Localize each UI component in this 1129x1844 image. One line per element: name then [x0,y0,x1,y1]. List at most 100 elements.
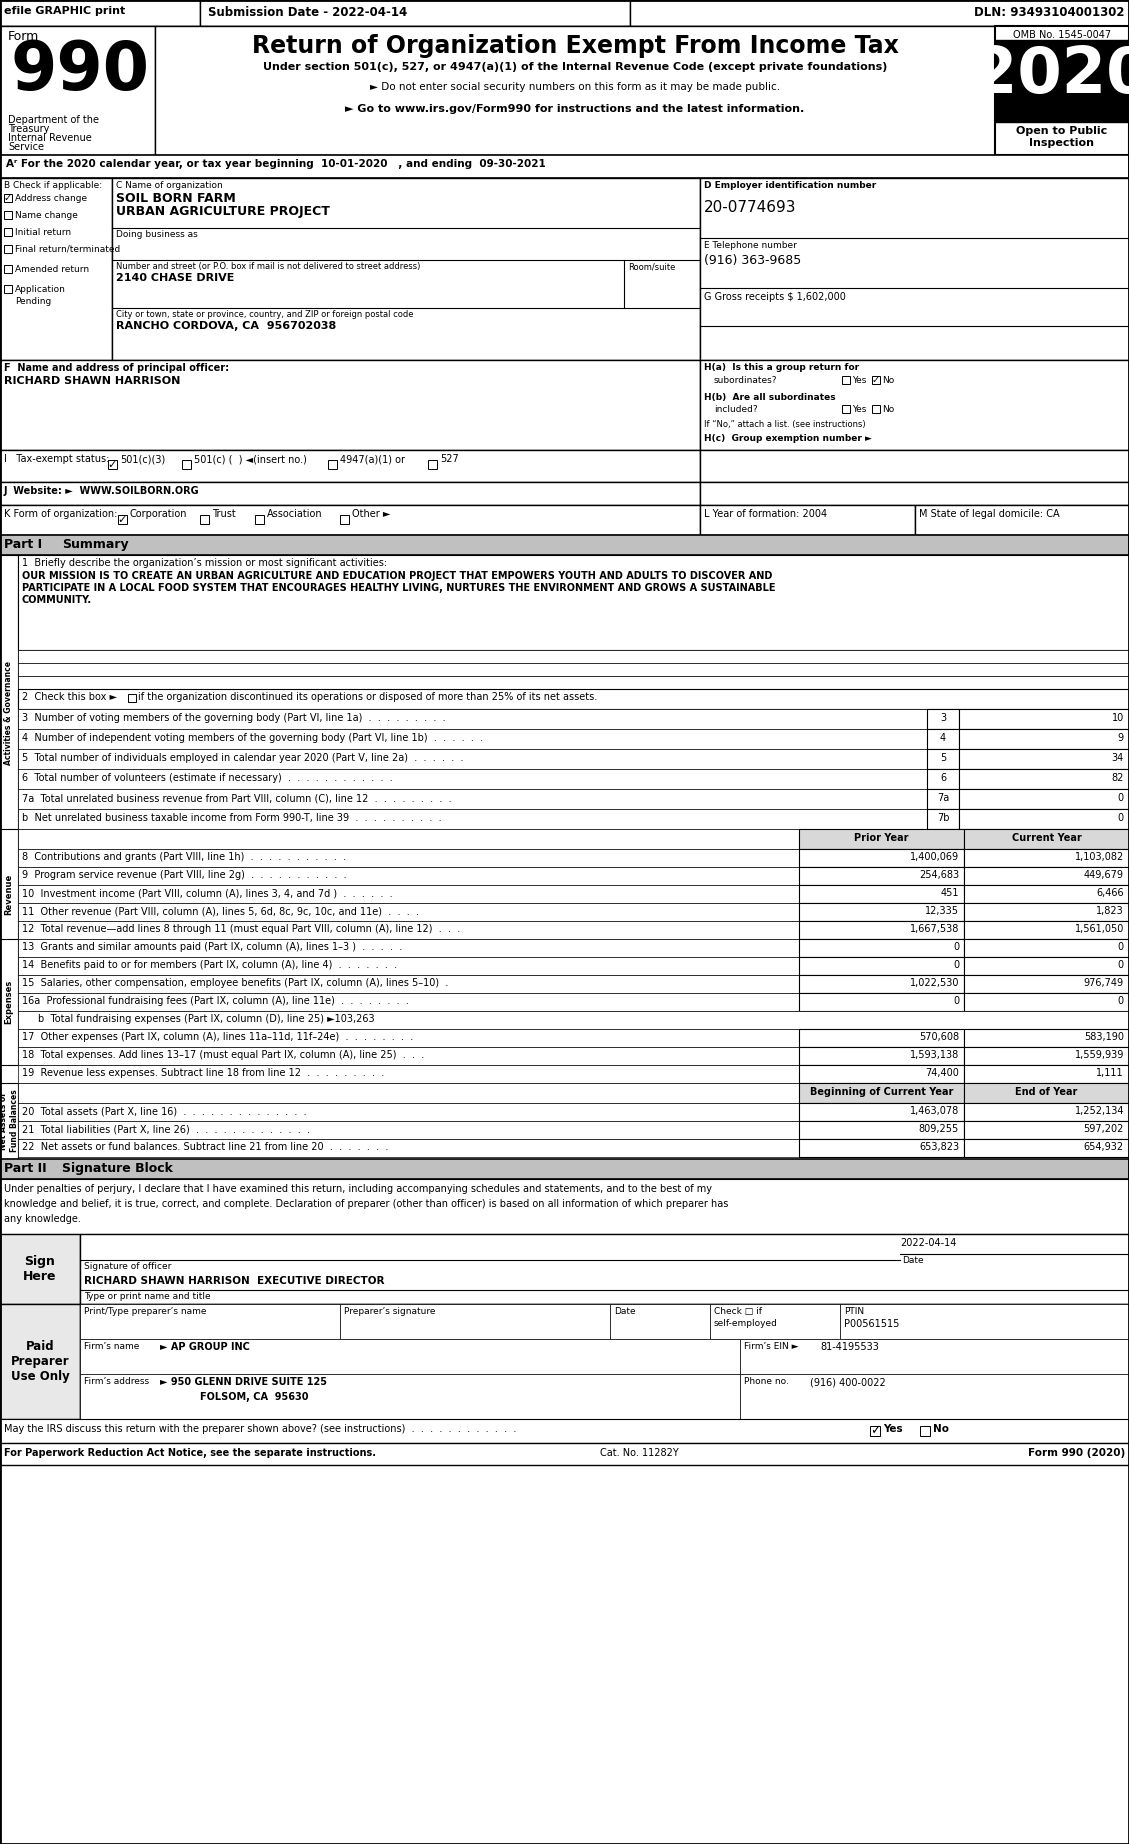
Bar [0,830,18,959]
Bar [18,1103,799,1121]
Text: Initial return: Initial return [15,229,71,238]
Text: 653,823: 653,823 [919,1141,959,1152]
Text: 501(c)(3): 501(c)(3) [120,454,165,465]
Bar [964,1121,1129,1140]
Text: PARTICIPATE IN A LOCAL FOOD SYSTEM THAT ENCOURAGES HEALTHY LIVING, NURTURES THE : PARTICIPATE IN A LOCAL FOOD SYSTEM THAT … [21,583,776,594]
Bar [18,728,927,749]
Text: Corporation: Corporation [130,509,187,518]
Bar [799,920,964,939]
Text: (916) 363-9685: (916) 363-9685 [704,254,802,267]
Bar [255,514,264,524]
Text: Summary: Summary [62,538,129,551]
Bar [700,481,1129,505]
Text: 0: 0 [953,961,959,970]
Bar [964,1103,1129,1121]
Text: included?: included? [714,406,758,415]
Bar [914,505,1129,535]
Text: 254,683: 254,683 [919,870,959,880]
Text: 2140 CHASE DRIVE: 2140 CHASE DRIVE [116,273,235,282]
Text: Check □ if: Check □ if [714,1307,762,1317]
Bar [18,1047,799,1066]
Text: H(a)  Is this a group return for: H(a) Is this a group return for [704,363,859,372]
Text: 527: 527 [440,454,458,465]
Bar [959,708,1129,728]
Text: Preparer’s signature: Preparer’s signature [344,1307,436,1317]
Text: 34: 34 [1112,752,1124,763]
Text: 0: 0 [1118,813,1124,822]
Bar [0,1304,80,1420]
Bar [799,1047,964,1066]
Text: No: No [882,406,894,415]
Text: B Check if applicable:: B Check if applicable: [5,181,102,190]
Bar [964,885,1129,904]
Text: Prior Year: Prior Year [855,833,909,843]
Bar [5,266,12,273]
Text: efile GRAPHIC print: efile GRAPHIC print [5,6,125,17]
Text: I   Tax-exempt status:: I Tax-exempt status: [5,454,110,465]
Bar [964,920,1129,939]
Text: 14  Benefits paid to or for members (Part IX, column (A), line 4)  .  .  .  .  .: 14 Benefits paid to or for members (Part… [21,961,397,970]
Text: 12  Total revenue—add lines 8 through 11 (must equal Part VIII, column (A), line: 12 Total revenue—add lines 8 through 11 … [21,924,461,935]
Text: Print/Type preparer’s name: Print/Type preparer’s name [84,1307,207,1317]
Bar [18,848,799,867]
Text: Phone no.: Phone no. [744,1377,789,1387]
Bar [927,810,959,830]
Bar [428,459,437,468]
Text: 1,252,134: 1,252,134 [1075,1106,1124,1116]
Bar [0,26,1129,155]
Text: RICHARD SHAWN HARRISON  EXECUTIVE DIRECTOR: RICHARD SHAWN HARRISON EXECUTIVE DIRECTO… [84,1276,385,1285]
Text: Under penalties of perjury, I declare that I have examined this return, includin: Under penalties of perjury, I declare th… [5,1184,712,1195]
Bar [872,376,879,384]
Text: Signature Block: Signature Block [62,1162,173,1175]
Text: 10: 10 [1112,714,1124,723]
Bar [112,179,700,360]
Bar [799,885,964,904]
Bar [18,867,799,885]
Bar [80,1304,1129,1420]
Bar [964,1047,1129,1066]
Text: F  Name and address of principal officer:: F Name and address of principal officer: [5,363,229,372]
Bar [927,789,959,810]
Text: ► AP GROUP INC: ► AP GROUP INC [160,1342,250,1352]
Text: OUR MISSION IS TO CREATE AN URBAN AGRICULTURE AND EDUCATION PROJECT THAT EMPOWER: OUR MISSION IS TO CREATE AN URBAN AGRICU… [21,572,772,581]
Text: Address change: Address change [15,194,87,203]
Bar [18,994,799,1011]
Text: DLN: 93493104001302: DLN: 93493104001302 [974,6,1124,18]
Bar [18,810,927,830]
Text: Room/suite: Room/suite [628,262,675,271]
Bar [799,1066,964,1082]
Text: ✓: ✓ [117,514,128,524]
Text: Internal Revenue: Internal Revenue [8,133,91,144]
Bar [739,1374,1129,1420]
Text: 21  Total liabilities (Part X, line 26)  .  .  .  .  .  .  .  .  .  .  .  .  .: 21 Total liabilities (Part X, line 26) .… [21,1125,310,1134]
Bar [0,360,700,450]
Text: Aʳ For the 2020 calendar year, or tax year beginning  10-01-2020   , and ending : Aʳ For the 2020 calendar year, or tax ye… [6,159,545,170]
Bar [630,0,1129,26]
Text: Open to Public: Open to Public [1016,125,1108,136]
Text: Trust: Trust [212,509,236,518]
Text: No: No [882,376,894,385]
Bar [18,1029,799,1047]
Bar [18,920,799,939]
Text: 8  Contributions and grants (Part VIII, line 1h)  .  .  .  .  .  .  .  .  .  .  : 8 Contributions and grants (Part VIII, l… [21,852,347,861]
Text: 4947(a)(1) or: 4947(a)(1) or [340,454,405,465]
Text: 20  Total assets (Part X, line 16)  .  .  .  .  .  .  .  .  .  .  .  .  .  .: 20 Total assets (Part X, line 16) . . . … [21,1106,307,1116]
Text: Net Assets or
Fund Balances: Net Assets or Fund Balances [0,1090,19,1152]
Bar [710,1304,840,1339]
Text: 449,679: 449,679 [1084,870,1124,880]
Text: 7b: 7b [937,813,949,822]
Text: 1,561,050: 1,561,050 [1075,924,1124,935]
Text: 3: 3 [940,714,946,723]
Bar [995,41,1129,122]
Bar [927,728,959,749]
Bar [18,1066,799,1082]
Text: 1  Briefly describe the organization’s mission or most significant activities:: 1 Briefly describe the organization’s mi… [21,559,387,568]
Text: C Name of organization: C Name of organization [116,181,222,190]
Text: 74,400: 74,400 [925,1068,959,1079]
Bar [0,179,112,360]
Text: self-employed: self-employed [714,1318,778,1328]
Bar [18,1121,799,1140]
Text: 81-4195533: 81-4195533 [820,1342,878,1352]
Bar [799,1103,964,1121]
Text: 9  Program service revenue (Part VIII, line 2g)  .  .  .  .  .  .  .  .  .  .  .: 9 Program service revenue (Part VIII, li… [21,870,347,880]
